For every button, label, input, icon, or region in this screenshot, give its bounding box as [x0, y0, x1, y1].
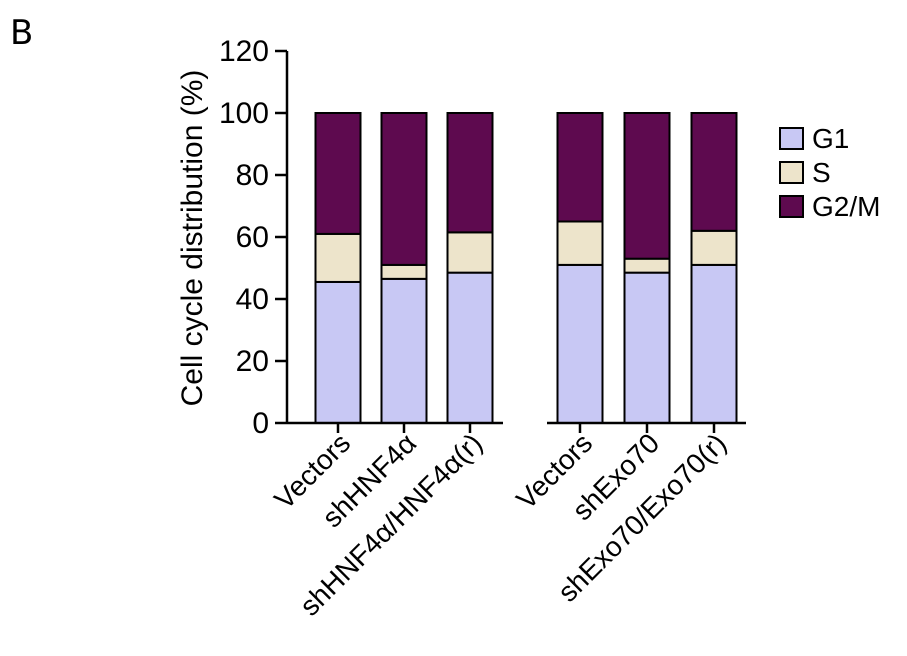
y-tick-label: 80	[236, 159, 269, 192]
y-axis: 0 20 40 60 80 100 120	[219, 35, 289, 440]
bar-segment-g1-6	[690, 263, 738, 424]
legend-swatch	[779, 195, 804, 218]
bar-segment-s-6	[690, 229, 738, 266]
bar-segment-s-1	[314, 232, 362, 283]
bar-segment-g1-4	[556, 263, 604, 424]
bar-segment-g2m-4	[556, 112, 604, 223]
bar-segment-g1-3	[446, 271, 494, 424]
bar-segment-g2m-1	[314, 112, 362, 235]
legend-swatch	[779, 127, 804, 150]
bar-segment-s-2	[380, 263, 428, 280]
bar-segment-g2m-5	[623, 112, 671, 260]
y-tick-label: 120	[219, 35, 269, 68]
legend-swatch	[779, 161, 804, 184]
bars	[314, 112, 738, 425]
y-tick-label: 0	[252, 407, 269, 440]
bar-segment-g1-1	[314, 280, 362, 425]
bar-segment-g1-5	[623, 271, 671, 424]
legend-label: S	[812, 157, 831, 188]
bar-segment-s-4	[556, 220, 604, 266]
bar-segment-g2m-3	[446, 112, 494, 234]
y-axis-title: Cell cycle distribution (%)	[176, 70, 209, 407]
bar-segment-s-5	[623, 257, 671, 274]
legend-label: G1	[812, 123, 849, 154]
bar-segment-s-3	[446, 231, 494, 274]
bar-segment-g2m-6	[690, 112, 738, 232]
y-tick-label: 40	[236, 283, 269, 316]
y-tick-label: 60	[236, 221, 269, 254]
legend-label: G2/M	[812, 191, 880, 222]
panel-label: B	[10, 13, 33, 53]
y-tick-label: 100	[219, 97, 269, 130]
bar-segment-g1-2	[380, 277, 428, 424]
y-tick-label: 20	[236, 345, 269, 378]
bar-segment-g2m-2	[380, 112, 428, 266]
